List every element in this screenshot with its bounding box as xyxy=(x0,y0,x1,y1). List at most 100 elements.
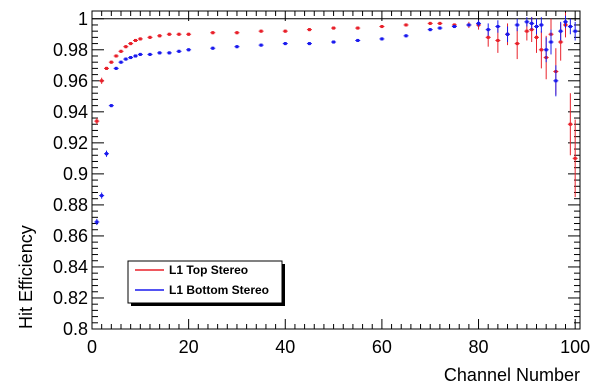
data-point xyxy=(355,26,361,30)
data-point xyxy=(176,32,182,36)
marker xyxy=(307,28,311,32)
data-point xyxy=(258,29,264,33)
data-point xyxy=(427,21,433,25)
data-point xyxy=(137,37,143,41)
data-point xyxy=(118,49,124,53)
data-point xyxy=(108,60,114,64)
marker xyxy=(356,26,360,30)
marker xyxy=(568,122,572,126)
data-point xyxy=(495,20,501,33)
marker xyxy=(573,29,577,33)
data-point xyxy=(99,192,105,199)
data-point xyxy=(123,45,129,49)
data-point xyxy=(524,17,530,27)
marker xyxy=(544,48,548,52)
marker xyxy=(148,52,152,56)
data-point xyxy=(306,28,312,32)
marker xyxy=(515,23,519,27)
y-tick-label: 0.88 xyxy=(53,195,88,215)
data-point xyxy=(234,31,240,35)
data-point xyxy=(355,38,361,43)
x-axis: 0 20 40 60 80 100 xyxy=(87,11,590,357)
data-point xyxy=(210,31,216,35)
marker xyxy=(100,79,104,83)
data-point xyxy=(186,48,192,52)
plot-frame xyxy=(91,10,581,330)
marker xyxy=(158,34,162,38)
marker xyxy=(404,23,408,27)
marker xyxy=(404,34,408,38)
marker xyxy=(129,42,133,46)
marker xyxy=(535,35,539,39)
marker xyxy=(332,40,336,44)
data-point xyxy=(379,24,385,29)
data-point xyxy=(567,93,573,156)
legend: L1 Top Stereo L1 Bottom Stereo xyxy=(127,260,285,306)
x-tick-label: 40 xyxy=(275,337,295,357)
data-point xyxy=(258,43,264,47)
marker xyxy=(486,35,490,39)
data-point xyxy=(186,32,192,36)
marker xyxy=(530,21,534,25)
marker xyxy=(124,45,128,49)
data-point xyxy=(132,38,138,43)
x-tick-label: 100 xyxy=(560,337,590,357)
marker xyxy=(554,79,558,83)
marker xyxy=(114,66,118,70)
data-point xyxy=(379,37,385,41)
data-point xyxy=(331,40,337,44)
marker xyxy=(104,66,108,70)
marker xyxy=(515,42,519,46)
data-point xyxy=(466,23,472,27)
x-axis-label: Channel Number xyxy=(444,365,580,385)
marker xyxy=(559,40,563,44)
series-layer xyxy=(94,12,578,226)
marker xyxy=(259,43,263,47)
y-tick-label: 0.94 xyxy=(53,102,88,122)
data-point xyxy=(108,104,114,108)
marker xyxy=(95,220,99,224)
data-point xyxy=(538,31,544,69)
marker xyxy=(167,51,171,55)
data-point xyxy=(567,18,573,35)
marker xyxy=(452,25,456,29)
data-point xyxy=(558,21,564,41)
data-point xyxy=(403,34,409,38)
marker xyxy=(549,40,553,44)
data-point xyxy=(282,42,288,46)
data-point xyxy=(534,18,540,35)
data-point xyxy=(103,150,109,157)
marker xyxy=(148,35,152,39)
marker xyxy=(211,46,215,50)
data-point xyxy=(403,23,409,27)
data-point xyxy=(451,24,457,29)
data-point xyxy=(94,218,100,226)
marker xyxy=(539,23,543,27)
marker xyxy=(438,26,442,30)
data-point xyxy=(437,26,443,30)
x-tick-label: 80 xyxy=(469,337,489,357)
marker xyxy=(133,54,137,58)
data-point xyxy=(505,26,511,43)
data-point xyxy=(331,26,337,30)
data-point xyxy=(113,54,119,58)
marker xyxy=(525,20,529,24)
marker xyxy=(187,32,191,36)
marker xyxy=(138,52,142,56)
marker xyxy=(428,28,432,32)
data-point xyxy=(118,60,124,64)
y-tick-label: 0.98 xyxy=(53,40,88,60)
y-tick-label: 0.82 xyxy=(53,288,88,308)
marker xyxy=(477,21,481,25)
data-point xyxy=(548,29,554,55)
marker xyxy=(506,32,510,36)
marker xyxy=(283,29,287,33)
marker xyxy=(380,37,384,41)
marker xyxy=(235,31,239,35)
data-point xyxy=(113,66,119,70)
data-point xyxy=(157,51,163,55)
legend-label-top: L1 Top Stereo xyxy=(169,263,248,277)
data-point xyxy=(147,35,153,39)
marker xyxy=(124,57,128,61)
